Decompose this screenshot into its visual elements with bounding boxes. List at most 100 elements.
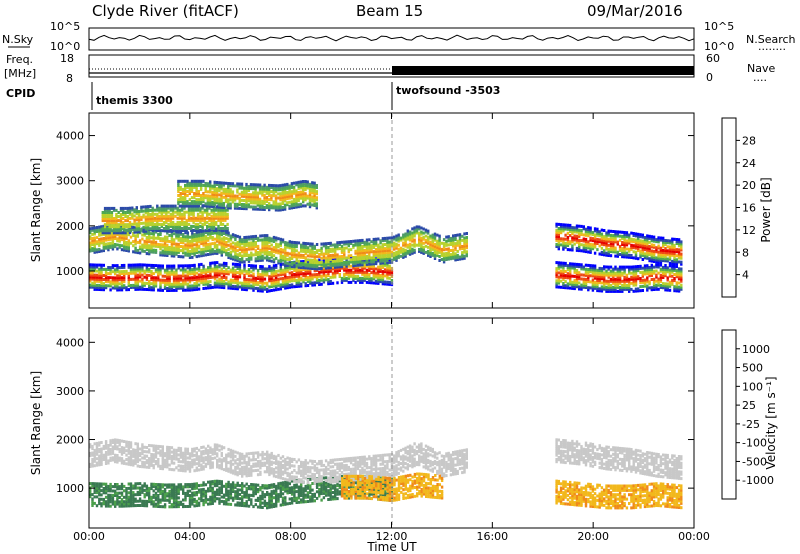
power-cell bbox=[395, 238, 398, 242]
power-cell bbox=[222, 280, 226, 283]
power-cell bbox=[266, 287, 269, 291]
power-cell bbox=[254, 245, 257, 249]
power-cell bbox=[144, 215, 148, 219]
power-cell bbox=[143, 287, 146, 291]
power-cell bbox=[188, 241, 192, 245]
power-cell bbox=[297, 253, 301, 257]
power-cell bbox=[557, 267, 560, 271]
power-cell bbox=[623, 235, 626, 239]
power-cell bbox=[290, 184, 294, 188]
power-cell bbox=[137, 222, 141, 226]
power-cell bbox=[268, 267, 271, 271]
power-cell bbox=[300, 282, 303, 286]
power-cell bbox=[600, 240, 604, 244]
power-cell bbox=[104, 242, 108, 246]
power-cell bbox=[231, 274, 235, 278]
power-cell bbox=[383, 257, 387, 261]
power-cell bbox=[193, 243, 196, 247]
power-cell bbox=[250, 286, 253, 290]
power-cell bbox=[571, 236, 574, 240]
power-cell bbox=[109, 288, 112, 292]
power-cell bbox=[605, 235, 608, 239]
power-cell bbox=[284, 278, 287, 282]
power-cell bbox=[569, 264, 572, 268]
power-cell bbox=[266, 252, 269, 256]
power-cell bbox=[212, 218, 216, 222]
power-cell bbox=[664, 257, 667, 261]
power-cell bbox=[182, 245, 185, 249]
power-cell bbox=[245, 195, 248, 198]
power-cell bbox=[131, 214, 134, 218]
power-cell bbox=[218, 203, 221, 207]
power-cell bbox=[374, 239, 378, 243]
power-cell bbox=[418, 225, 421, 229]
power-cell bbox=[188, 239, 192, 243]
power-cell bbox=[381, 282, 385, 286]
power-cell bbox=[143, 249, 146, 253]
power-cell bbox=[372, 244, 375, 247]
power-cell bbox=[564, 284, 567, 288]
power-cell bbox=[571, 244, 574, 248]
power-cell bbox=[427, 251, 430, 255]
power-cell bbox=[605, 237, 608, 241]
power-cell bbox=[195, 183, 198, 187]
power-cell bbox=[225, 264, 228, 267]
power-cell bbox=[137, 220, 141, 224]
power-cell bbox=[181, 216, 184, 220]
power-cell bbox=[241, 242, 244, 246]
power-cell bbox=[266, 242, 269, 246]
power-cell bbox=[172, 276, 176, 280]
power-cell bbox=[300, 255, 303, 259]
power-cell bbox=[390, 236, 394, 240]
power-cell bbox=[108, 225, 111, 229]
power-cell bbox=[95, 275, 99, 279]
power-cell bbox=[263, 244, 267, 248]
power-cell bbox=[596, 278, 599, 282]
power-cell bbox=[575, 248, 579, 252]
power-cell bbox=[159, 233, 162, 236]
power-cell bbox=[185, 222, 188, 226]
power-cell bbox=[149, 219, 152, 223]
power-cell bbox=[153, 227, 157, 230]
power-cell bbox=[557, 271, 560, 275]
power-cell bbox=[290, 204, 294, 208]
power-cell bbox=[589, 264, 592, 268]
power-cell bbox=[340, 259, 344, 262]
power-cell bbox=[197, 190, 200, 193]
power-cell bbox=[618, 285, 622, 289]
power-cell bbox=[270, 285, 273, 288]
power-cell bbox=[281, 183, 284, 187]
power-cell bbox=[363, 250, 366, 254]
power-cell bbox=[127, 239, 130, 243]
power-cell bbox=[652, 256, 656, 259]
power-cell bbox=[138, 247, 142, 251]
power-cell bbox=[250, 235, 253, 239]
power-cell bbox=[102, 245, 105, 249]
power-cell bbox=[445, 251, 448, 255]
power-cell bbox=[169, 216, 173, 220]
power-cell bbox=[127, 282, 130, 285]
power-cell bbox=[177, 194, 180, 197]
power-cell bbox=[209, 196, 212, 200]
power-cell bbox=[220, 269, 223, 273]
power-cell bbox=[408, 248, 412, 252]
power-cell bbox=[209, 188, 212, 192]
power-cell bbox=[274, 190, 278, 194]
power-cell bbox=[304, 194, 307, 198]
power-cell bbox=[641, 245, 644, 249]
power-cell bbox=[172, 254, 176, 258]
power-cell bbox=[106, 219, 109, 223]
power-cell bbox=[557, 285, 560, 289]
power-cell bbox=[322, 270, 326, 274]
power-cell bbox=[104, 280, 108, 284]
power-cell bbox=[383, 253, 387, 257]
power-cell bbox=[236, 234, 239, 238]
power-cell bbox=[383, 236, 387, 240]
power-cell bbox=[187, 206, 191, 210]
power-cell bbox=[243, 263, 246, 267]
power-cell bbox=[340, 257, 344, 260]
power-cell bbox=[408, 238, 412, 242]
power-cell bbox=[138, 239, 142, 243]
power-cell bbox=[254, 259, 257, 263]
power-cell bbox=[151, 212, 154, 216]
